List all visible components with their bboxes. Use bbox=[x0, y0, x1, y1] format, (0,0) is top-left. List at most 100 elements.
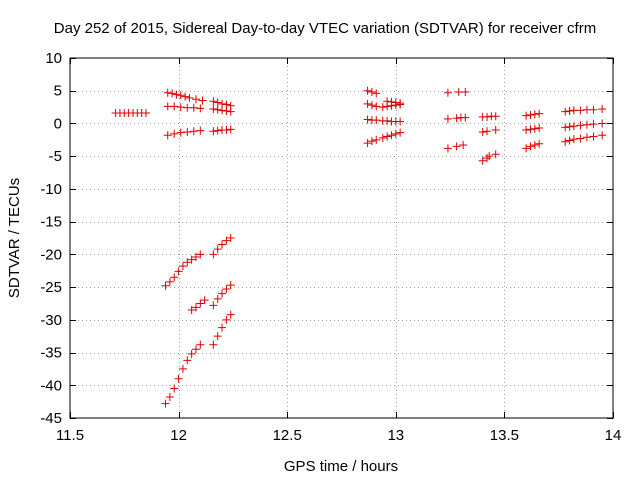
series-g19 bbox=[443, 88, 470, 97]
data-point bbox=[372, 89, 381, 98]
series-g2 bbox=[163, 88, 207, 105]
data-point bbox=[582, 133, 591, 142]
series-g7 bbox=[209, 125, 235, 136]
data-point bbox=[383, 116, 392, 125]
data-point bbox=[561, 107, 570, 116]
data-point bbox=[491, 112, 500, 121]
y-tick-label: 0 bbox=[54, 115, 62, 132]
data-point bbox=[383, 97, 392, 106]
data-point bbox=[522, 126, 531, 134]
data-point bbox=[589, 132, 598, 141]
data-point bbox=[209, 340, 218, 349]
x-tick-label: 13.5 bbox=[490, 427, 519, 444]
data-point bbox=[363, 139, 372, 148]
data-point bbox=[491, 126, 500, 134]
data-point bbox=[226, 310, 235, 319]
data-point bbox=[569, 122, 578, 131]
data-point bbox=[363, 86, 372, 95]
data-point bbox=[213, 332, 222, 341]
series-g4 bbox=[163, 126, 205, 140]
data-point bbox=[189, 127, 198, 136]
data-point bbox=[178, 364, 187, 373]
data-point bbox=[522, 111, 531, 120]
data-point bbox=[367, 101, 376, 110]
data-point bbox=[142, 108, 151, 117]
data-point bbox=[598, 105, 607, 114]
data-point bbox=[178, 262, 187, 271]
data-point bbox=[209, 250, 218, 259]
data-point bbox=[209, 97, 218, 106]
y-tick-label: -30 bbox=[40, 312, 62, 329]
data-point bbox=[372, 135, 381, 144]
data-point bbox=[535, 139, 544, 148]
series-g8 bbox=[161, 250, 205, 290]
data-point bbox=[222, 315, 231, 324]
y-tick-label: -10 bbox=[40, 181, 62, 198]
data-point bbox=[172, 90, 181, 99]
data-point bbox=[530, 124, 539, 133]
data-point bbox=[535, 109, 544, 118]
data-point bbox=[196, 126, 205, 135]
data-point bbox=[589, 120, 598, 129]
data-point bbox=[222, 107, 231, 116]
data-point bbox=[187, 255, 196, 264]
x-tick-label: 12 bbox=[170, 427, 187, 444]
data-point bbox=[576, 134, 585, 143]
data-point bbox=[196, 340, 205, 349]
data-point bbox=[213, 126, 222, 135]
series-g25 bbox=[522, 109, 544, 120]
x-tick-label: 13 bbox=[387, 427, 404, 444]
data-point bbox=[561, 137, 570, 146]
series-g6 bbox=[209, 105, 235, 116]
y-tick-label: -35 bbox=[40, 345, 62, 362]
data-point bbox=[483, 112, 492, 121]
data-point bbox=[378, 133, 387, 142]
x-tick-label: 11.5 bbox=[56, 427, 84, 444]
data-point bbox=[565, 136, 574, 145]
series-g23 bbox=[478, 126, 500, 136]
data-point bbox=[383, 132, 392, 141]
data-point bbox=[461, 113, 470, 122]
series-g22 bbox=[478, 112, 500, 121]
data-point bbox=[526, 142, 535, 151]
data-point bbox=[196, 299, 205, 308]
data-point bbox=[363, 99, 372, 108]
data-point bbox=[391, 98, 400, 107]
data-point bbox=[396, 117, 405, 126]
series-g5 bbox=[209, 97, 235, 110]
series-g28 bbox=[561, 105, 607, 116]
data-point bbox=[576, 106, 585, 115]
y-tick-label: -20 bbox=[40, 246, 62, 263]
data-point bbox=[461, 88, 470, 97]
y-tick-label: -45 bbox=[40, 410, 62, 427]
data-point bbox=[522, 144, 531, 153]
data-point bbox=[367, 137, 376, 146]
data-point bbox=[226, 125, 235, 134]
data-point bbox=[372, 116, 381, 125]
data-point bbox=[200, 296, 209, 305]
data-point bbox=[161, 281, 170, 290]
data-point bbox=[367, 88, 376, 97]
x-tick-label: 14 bbox=[605, 427, 622, 444]
data-point bbox=[161, 399, 170, 408]
x-axis-label: GPS time / hours bbox=[284, 458, 398, 475]
data-point bbox=[163, 131, 172, 140]
series-g3 bbox=[163, 102, 205, 113]
y-tick-label: -25 bbox=[40, 279, 62, 296]
data-point bbox=[168, 89, 177, 98]
data-point bbox=[181, 92, 190, 101]
data-point bbox=[396, 128, 405, 137]
data-point bbox=[526, 125, 535, 134]
data-point bbox=[218, 240, 227, 249]
data-point bbox=[443, 114, 452, 123]
series-g12 bbox=[161, 340, 205, 408]
data-point bbox=[222, 126, 231, 134]
data-point bbox=[530, 141, 539, 150]
series-g29 bbox=[561, 119, 607, 132]
data-point bbox=[576, 121, 585, 130]
data-point bbox=[459, 141, 468, 150]
y-tick-label: -5 bbox=[49, 148, 62, 165]
data-point bbox=[170, 273, 179, 282]
series-g18 bbox=[363, 128, 405, 148]
data-point bbox=[165, 393, 174, 402]
